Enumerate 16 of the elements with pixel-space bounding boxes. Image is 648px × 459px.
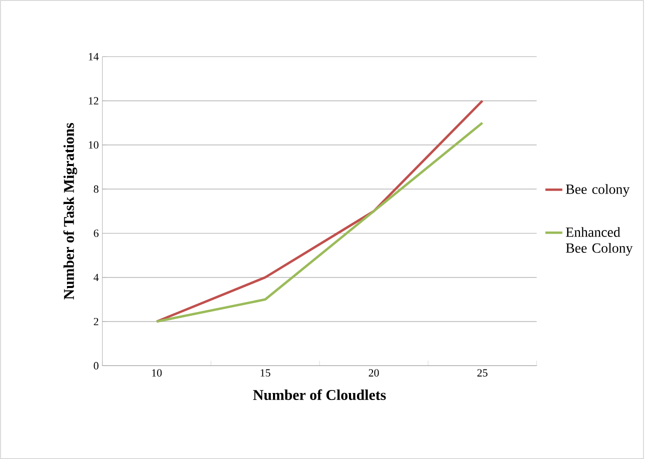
- y-tick-label: 2: [94, 318, 98, 326]
- legend-label: Bee colony: [566, 184, 630, 197]
- y-tick-label: 0: [94, 362, 98, 370]
- x-tick-label: 25: [477, 369, 488, 377]
- x-tick-label: 20: [368, 369, 379, 377]
- x-tick-label: 15: [260, 369, 270, 376]
- y-tick-label: 4: [94, 274, 99, 281]
- y-tick-label: 8: [94, 185, 98, 193]
- y-tick-label: 14: [88, 52, 99, 60]
- y-axis-title: Number of Task Migrations: [63, 122, 78, 300]
- y-tick-label: 6: [94, 230, 99, 237]
- y-tick-label: 12: [88, 97, 98, 104]
- x-tick-label: 10: [152, 369, 162, 377]
- x-axis-title: Number of Cloudlets: [253, 389, 386, 400]
- legend-label: Enhanced Bee Colony: [566, 227, 633, 256]
- y-tick-label: 10: [88, 141, 98, 149]
